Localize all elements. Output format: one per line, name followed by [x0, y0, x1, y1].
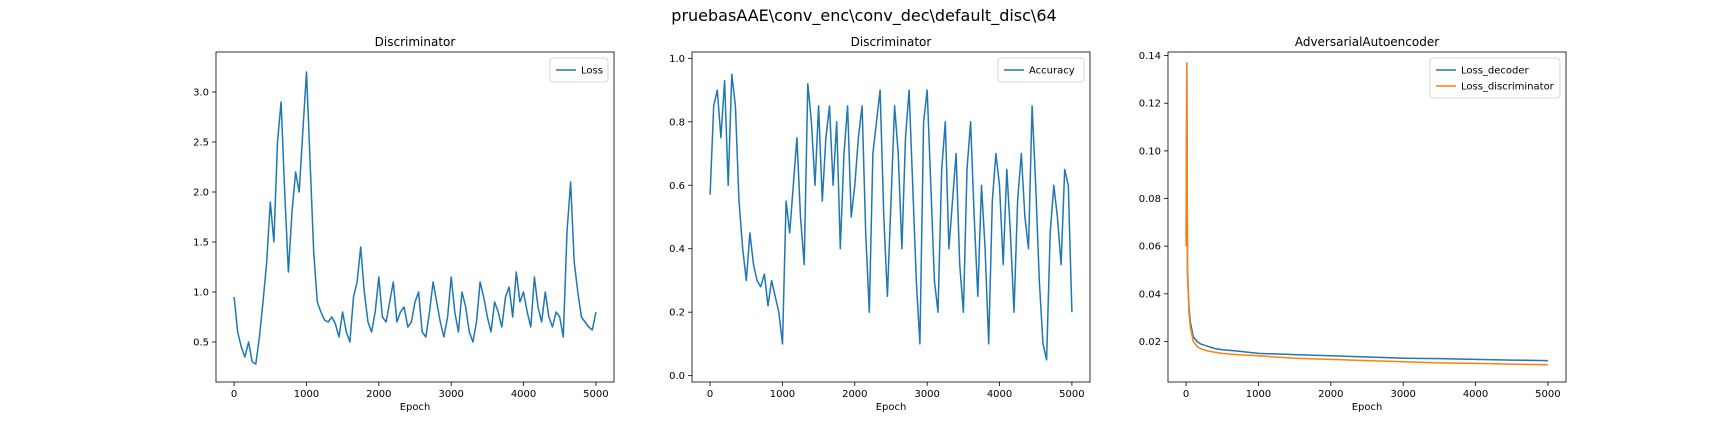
series-line-1: [1185, 64, 1548, 362]
y-tick-label: 2.5: [193, 138, 209, 149]
plot-frame: [1167, 51, 1567, 383]
y-tick-label: 0.04: [1139, 289, 1161, 300]
chart-title: Discriminator: [375, 35, 456, 49]
x-tick-label: 4000: [987, 389, 1012, 400]
y-tick-label: 0.6: [669, 181, 685, 192]
legend: Accuracy: [997, 57, 1085, 83]
x-tick-label: 0: [231, 389, 237, 400]
y-tick-label: 0.06: [1139, 242, 1161, 253]
y-tick-label: 0.4: [669, 244, 685, 255]
x-tick-label: 4000: [511, 389, 536, 400]
legend-box: [1429, 57, 1561, 99]
legend-label: Loss_discriminator: [1461, 82, 1555, 93]
y-tick-label: 0.5: [193, 338, 209, 349]
chart-1: Discriminator 0 1000 2000 3000 4000 5000 0.5 1.0…: [193, 35, 615, 413]
series-line-1: [233, 71, 597, 365]
x-tick-label: 4000: [1463, 389, 1488, 400]
chart-title: AdversarialAutoencoder: [1295, 35, 1439, 49]
x-tick-label: 1000: [770, 389, 795, 400]
legend: Loss_decoder Loss_discriminator: [1429, 57, 1561, 99]
x-tick-label: 3000: [438, 389, 463, 400]
x-tick-label: 1000: [294, 389, 319, 400]
x-axis-label: Epoch: [876, 402, 907, 413]
x-tick-label: 3000: [914, 389, 939, 400]
y-tick-label: 1.5: [193, 238, 209, 249]
x-tick-label: 5000: [1535, 389, 1560, 400]
plot-frame: [215, 51, 615, 383]
x-axis-label: Epoch: [1352, 402, 1383, 413]
y-tick-label: 0.02: [1139, 337, 1161, 348]
x-tick-label: 2000: [1318, 389, 1343, 400]
x-axis-label: Epoch: [400, 402, 431, 413]
legend-box: [549, 57, 609, 83]
y-tick-label: 1.0: [193, 288, 209, 299]
y-tick-label: 0.08: [1139, 194, 1161, 205]
y-tick-label: 1.0: [669, 54, 685, 65]
legend-label: Loss_decoder: [1461, 66, 1530, 77]
chart-2: Discriminator 0 1000 2000 3000 4000 5000 0.0 0.2…: [669, 35, 1091, 413]
series-line-1: [709, 73, 1073, 361]
figure-title: pruebasAAE\conv_enc\conv_dec\default_dis…: [671, 6, 1057, 25]
y-tick-label: 2.0: [193, 188, 209, 199]
y-tick-label: 0.2: [669, 308, 685, 319]
x-tick-label: 5000: [583, 389, 608, 400]
legend-box: [997, 57, 1085, 83]
x-tick-label: 0: [707, 389, 713, 400]
legend-label: Loss: [581, 66, 603, 77]
x-tick-label: 2000: [366, 389, 391, 400]
chart-3: AdversarialAutoencoder 0 1000 2000 3000 4000 5…: [1139, 35, 1567, 413]
x-tick-label: 1000: [1246, 389, 1271, 400]
x-tick-label: 0: [1183, 389, 1189, 400]
y-tick-label: 0.10: [1139, 146, 1161, 157]
x-tick-label: 5000: [1059, 389, 1084, 400]
y-tick-label: 0.14: [1139, 51, 1161, 62]
x-tick-label: 3000: [1390, 389, 1415, 400]
legend-label: Accuracy: [1029, 66, 1075, 77]
x-tick-label: 2000: [842, 389, 867, 400]
y-tick-label: 0.8: [669, 117, 685, 128]
y-tick-label: 0.0: [669, 371, 685, 382]
series-line-2: [1185, 61, 1548, 366]
legend: Loss: [549, 57, 609, 83]
y-tick-label: 0.12: [1139, 99, 1161, 110]
chart-title: Discriminator: [851, 35, 932, 49]
plot-frame: [691, 51, 1091, 383]
y-tick-label: 3.0: [193, 88, 209, 99]
